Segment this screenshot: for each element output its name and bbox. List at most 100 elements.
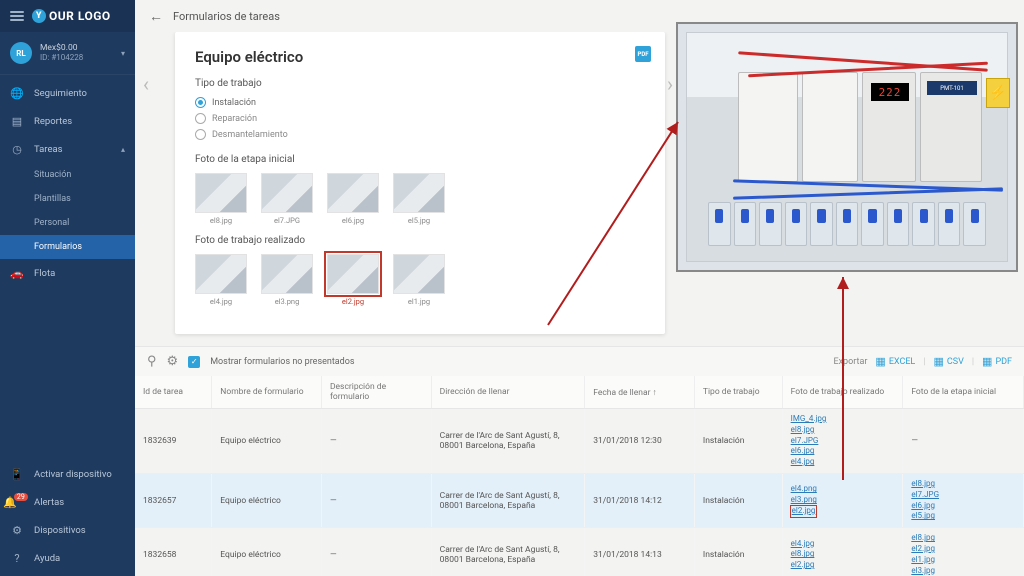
file-link[interactable]: el2.jpg [911,544,1015,555]
thumbnail[interactable]: el7.JPG [261,173,313,225]
nav-icon: 🚗 [10,266,24,280]
thumbnail-caption: el6.jpg [342,216,364,225]
nav-bottom: 📱Activar dispositivo🔔29Alertas⚙Dispositi… [0,456,135,576]
col-header[interactable]: Fecha de llenar ↑ [585,376,695,409]
nav-icon: ◷ [10,142,24,156]
pdf-badge[interactable]: PDF [635,46,651,62]
thumbnail-caption: el8.jpg [210,216,232,225]
table-row[interactable]: 1832639Equipo eléctrico—Carrer de l'Arc … [135,409,1024,474]
thumbnail-image [327,254,379,294]
file-link[interactable]: el4.jpg [791,539,895,550]
avatar: RL [10,42,32,64]
filter-icon[interactable]: ⚲ [147,354,157,369]
nav-item-tareas[interactable]: ◷Tareas▴ [0,135,135,163]
thumbnail-caption: el1.jpg [408,297,430,306]
nav-sub-situación[interactable]: Situación [0,163,135,187]
thumbnail-image [327,173,379,213]
nav-sub-personal[interactable]: Personal [0,211,135,235]
radio-desmantelamiento[interactable]: Desmantelamiento [195,129,645,140]
next-form-icon[interactable]: › [667,72,673,96]
led-display: 222 [871,83,909,101]
radio-instalación[interactable]: Instalación [195,97,645,108]
file-link[interactable]: el8.jpg [911,479,1015,490]
forms-table: Id de tareaNombre de formularioDescripci… [135,376,1024,576]
col-header[interactable]: Tipo de trabajo [694,376,782,409]
show-unpresented-checkbox[interactable]: ✓ [188,356,200,368]
thumbnail[interactable]: el6.jpg [327,173,379,225]
nav-item-flota[interactable]: 🚗Flota [0,259,135,287]
account-switcher[interactable]: RL Mex$0.00 ID: #104228 ▾ [0,32,135,75]
col-header[interactable]: Id de tarea [135,376,212,409]
file-link[interactable]: el8.jpg [911,533,1015,544]
thumbnail[interactable]: el1.jpg [393,254,445,306]
excel-icon: ▦ [875,355,885,368]
logo: Y OUR LOGO [32,9,111,23]
prev-form-icon[interactable]: ‹ [143,72,149,96]
thumbnail[interactable]: el2.jpg [327,254,379,306]
file-link[interactable]: el3.jpg [911,566,1015,576]
thumbnail[interactable]: el4.jpg [195,254,247,306]
thumbnail[interactable]: el5.jpg [393,173,445,225]
file-link[interactable]: el7.JPG [911,490,1015,501]
menu-toggle-icon[interactable] [10,11,24,21]
pdf-icon: ▦ [982,355,992,368]
csv-icon: ▦ [933,355,943,368]
file-link[interactable]: el2.jpg [791,560,895,571]
export-pdf-button[interactable]: ▦PDF [982,355,1012,368]
work-type-label: Tipo de trabajo [195,78,645,89]
file-link[interactable]: el6.jpg [911,501,1015,512]
thumbnail[interactable]: el3.png [261,254,313,306]
file-link[interactable]: el2.jpg [791,506,817,517]
nav-sub-plantillas[interactable]: Plantillas [0,187,135,211]
table-row[interactable]: 1832658Equipo eléctrico—Carrer de l'Arc … [135,528,1024,576]
nav-icon: 🔔29 [10,495,24,509]
done-photos-row: el4.jpg el3.png el2.jpg el1.jpg [195,254,645,306]
col-header[interactable]: Dirección de llenar [431,376,585,409]
nav-item-reportes[interactable]: ▤Reportes [0,107,135,135]
nav-sub-formularios[interactable]: Formularios [0,235,135,259]
back-icon[interactable]: ← [149,8,163,25]
nav-item-dispositivos[interactable]: ⚙Dispositivos [0,516,135,544]
file-link[interactable]: el8.jpg [791,549,895,560]
nav-icon: ? [10,551,24,565]
export-excel-button[interactable]: ▦EXCEL [875,355,915,368]
thumbnail[interactable]: el8.jpg [195,173,247,225]
done-photos-label: Foto de trabajo realizado [195,235,645,246]
file-link[interactable]: el7.JPG [791,436,895,447]
thumbnail-caption: el5.jpg [408,216,430,225]
radio-icon [195,113,206,124]
file-link[interactable]: el3.png [791,495,895,506]
radio-icon [195,129,206,140]
file-link[interactable]: el1.jpg [911,555,1015,566]
initial-photos-label: Foto de la etapa inicial [195,154,645,165]
thumbnail-image [261,173,313,213]
nav-item-ayuda[interactable]: ?Ayuda [0,544,135,572]
file-link[interactable]: el4.png [791,484,895,495]
file-link[interactable]: el8.jpg [791,425,895,436]
col-header[interactable]: Foto de la etapa inicial [903,376,1024,409]
table-wrap: Id de tareaNombre de formularioDescripci… [135,376,1024,576]
show-unpresented-label: Mostrar formularios no presentados [210,357,354,367]
settings-icon[interactable]: ⚙ [167,354,179,369]
file-link[interactable]: el5.jpg [911,511,1015,522]
nav-item-activar dispositivo[interactable]: 📱Activar dispositivo [0,460,135,488]
thumbnail-image [393,173,445,213]
col-header[interactable]: Descripción de formulario [321,376,431,409]
col-header[interactable]: Foto de trabajo realizado [782,376,903,409]
topbar: Y OUR LOGO [0,0,135,32]
thumbnail-caption: el7.JPG [274,216,300,225]
initial-photos-row: el8.jpg el7.JPG el6.jpg el5.jpg [195,173,645,225]
callout-photo: 222 PMT-101 [676,22,1018,272]
page-title: Formularios de tareas [173,10,280,23]
file-link[interactable]: el6.jpg [791,446,895,457]
file-link[interactable]: IMG_4.jpg [791,414,895,425]
logo-text: OUR LOGO [49,9,111,23]
nav-item-seguimiento[interactable]: 🌐Seguimiento [0,79,135,107]
nav-item-alertas[interactable]: 🔔29Alertas [0,488,135,516]
file-link[interactable]: el4.jpg [791,457,895,468]
table-row[interactable]: 1832657Equipo eléctrico—Carrer de l'Arc … [135,473,1024,527]
radio-reparación[interactable]: Reparación [195,113,645,124]
col-header[interactable]: Nombre de formulario [212,376,322,409]
export-csv-button[interactable]: ▦CSV [933,355,963,368]
nav-main: 🌐Seguimiento▤Reportes◷Tareas▴SituaciónPl… [0,75,135,287]
